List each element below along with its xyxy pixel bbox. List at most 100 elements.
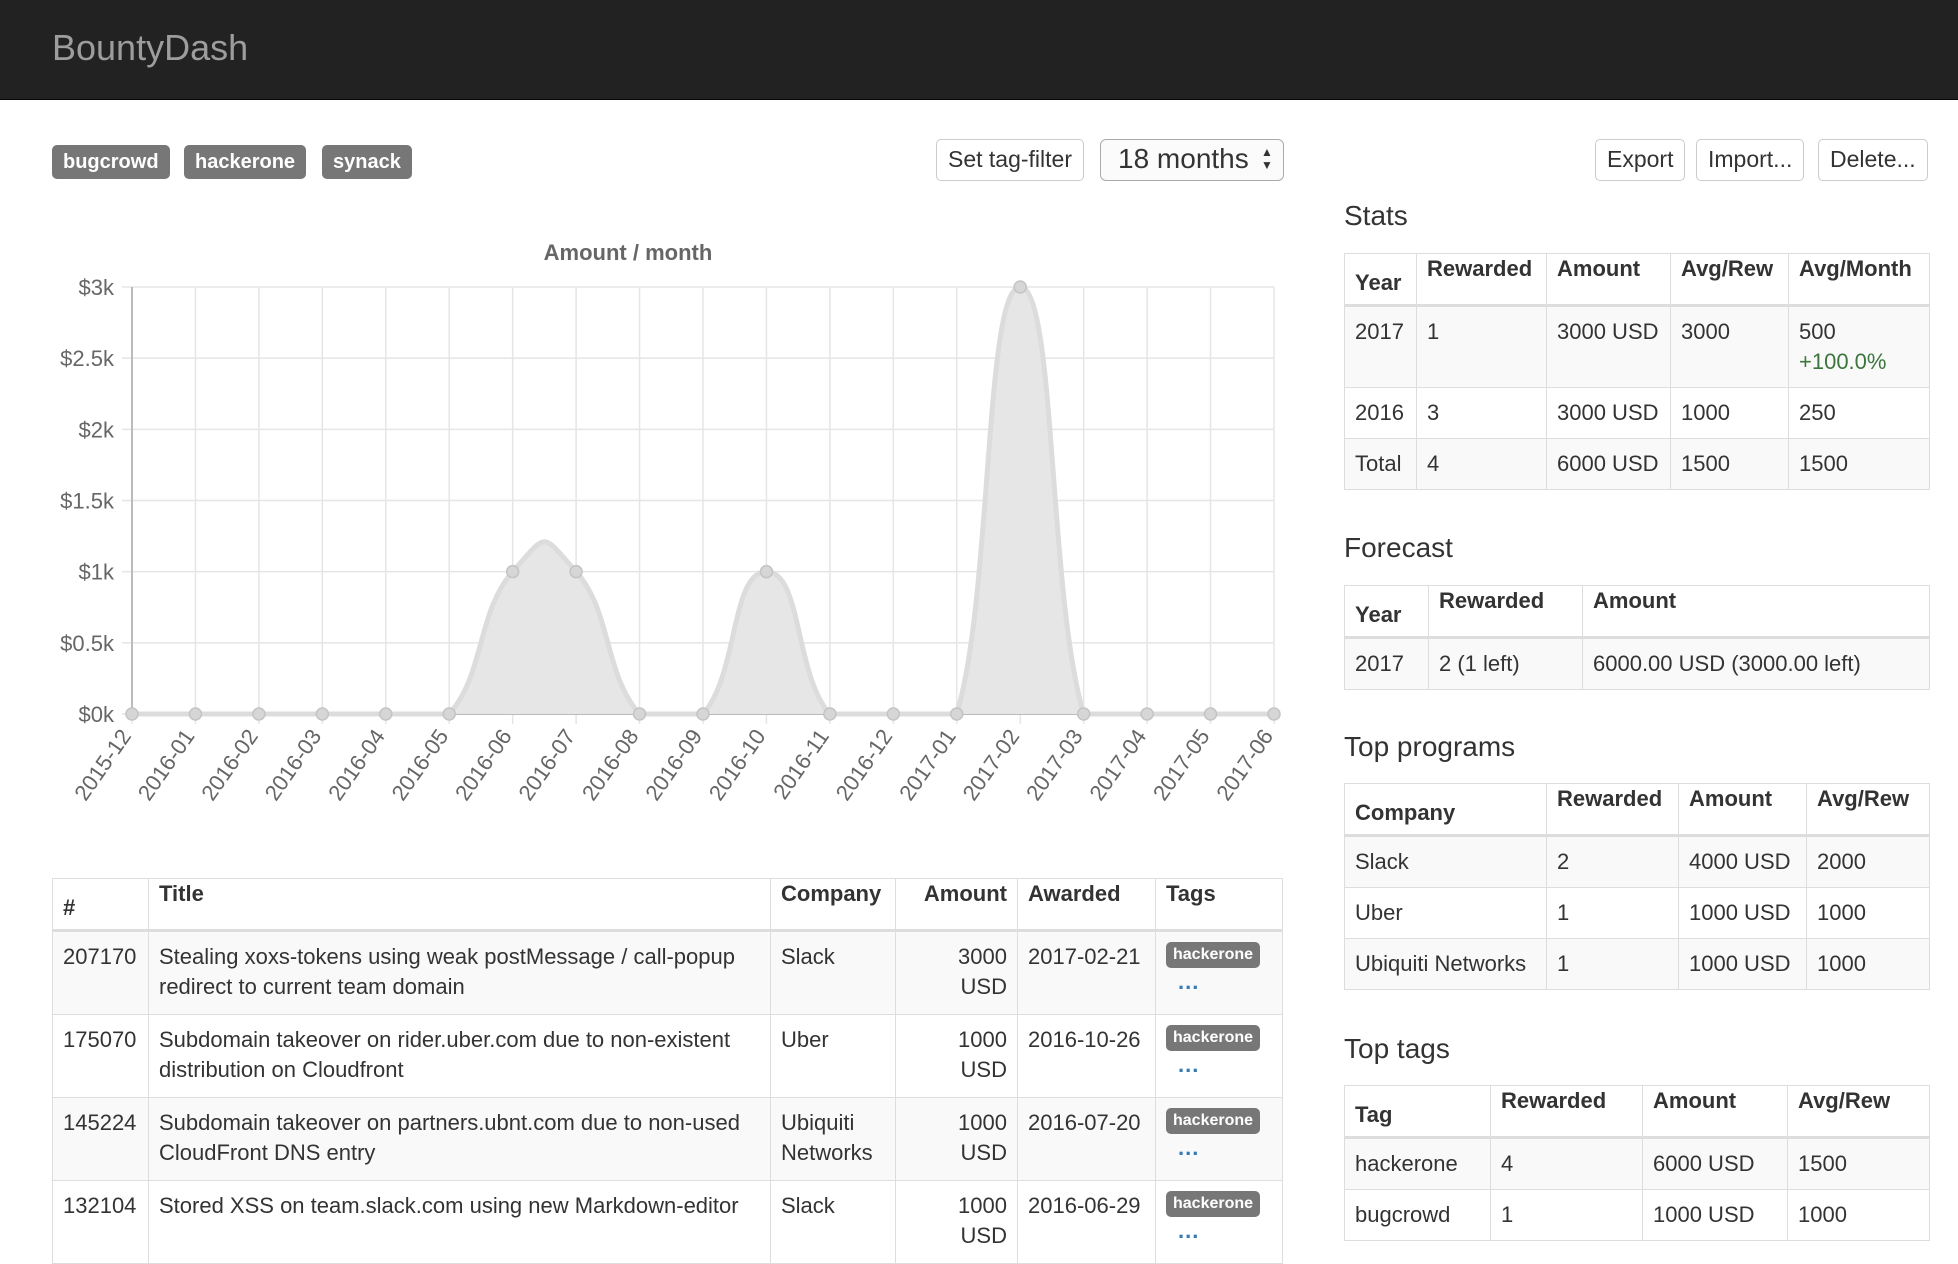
top-programs-heading: Top programs: [1344, 731, 1516, 762]
report-company: Slack: [770, 930, 896, 1015]
x-tick-label: 2017-03: [1021, 725, 1088, 805]
data-point: [442, 707, 456, 721]
brand-link[interactable]: BountyDash: [52, 27, 249, 68]
forecast-amount: 6000.00 USD (3000.00 left): [1582, 637, 1930, 690]
x-tick-label: 2016-10: [704, 725, 771, 805]
tag-amount: 1000 USD: [1642, 1189, 1788, 1241]
data-point: [252, 707, 266, 721]
report-tags: hackerone...: [1155, 1180, 1283, 1264]
table-row[interactable]: 132104 Stored XSS on team.slack.com using…: [52, 1180, 1283, 1264]
delete-button[interactable]: Delete...: [1818, 139, 1928, 181]
report-tag-badge[interactable]: hackerone: [1166, 942, 1261, 968]
x-tick-label: 2016-12: [831, 725, 898, 805]
report-company: Uber: [770, 1014, 896, 1098]
report-awarded: 2016-10-26: [1017, 1014, 1156, 1098]
program-amount: 4000 USD: [1678, 835, 1807, 888]
program-row: Ubiquiti Networks 1 1000 USD 1000: [1344, 938, 1930, 990]
stats-avg-rew: 1000: [1670, 387, 1789, 439]
report-tag-badge[interactable]: hackerone: [1166, 1108, 1261, 1134]
data-point: [315, 707, 330, 721]
program-avg-rew: 1000: [1806, 887, 1930, 939]
period-select-value: 18 months: [1118, 143, 1249, 174]
y-tick-label: $3k: [79, 275, 115, 300]
col-header-id[interactable]: #: [52, 878, 149, 932]
program-rewarded: 1: [1546, 887, 1679, 939]
period-select[interactable]: 18 months ▲ ▼: [1100, 139, 1284, 181]
export-button[interactable]: Export: [1595, 139, 1686, 181]
col-header-awarded[interactable]: Awarded: [1017, 878, 1156, 932]
stats-rewarded: 1: [1416, 305, 1547, 388]
x-tick-label: 2016-08: [577, 725, 644, 805]
report-tags: hackerone...: [1155, 1014, 1283, 1098]
report-id: 175070: [52, 1014, 149, 1098]
stats-change-positive: +100.0%: [1799, 349, 1887, 374]
tag-filter-hackerone[interactable]: hackerone: [184, 145, 307, 179]
report-company: Ubiquiti Networks: [770, 1097, 896, 1181]
data-point: [823, 707, 837, 721]
report-amount: 3000 USD: [895, 930, 1018, 1015]
data-point: [1267, 707, 1281, 721]
report-tag-badge[interactable]: hackerone: [1166, 1191, 1261, 1217]
stats-avg-month: 250: [1788, 387, 1930, 439]
stats-amount: 3000 USD: [1546, 387, 1671, 439]
col-header-tags[interactable]: Tags: [1155, 878, 1283, 932]
forecast-col-rewarded: Rewarded: [1428, 585, 1583, 639]
forecast-row: 2017 2 (1 left) 6000.00 USD (3000.00 lef…: [1344, 637, 1930, 690]
stats-col-year: Year: [1344, 253, 1417, 307]
x-tick-label: 2016-02: [196, 725, 263, 805]
table-row[interactable]: 145224 Subdomain takeover on partners.ubn…: [52, 1097, 1283, 1181]
data-point: [1140, 707, 1154, 721]
more-tags-link[interactable]: ...: [1178, 1135, 1200, 1160]
tag-name: hackerone: [1344, 1137, 1491, 1190]
more-tags-link[interactable]: ...: [1178, 1218, 1200, 1243]
more-tags-link[interactable]: ...: [1178, 1052, 1200, 1077]
tag-filter-synack[interactable]: synack: [322, 145, 412, 179]
stats-heading: Stats: [1344, 200, 1408, 231]
more-tags-link[interactable]: ...: [1178, 969, 1200, 994]
data-point: [950, 707, 964, 721]
x-tick-label: 2016-05: [387, 725, 454, 805]
navbar: BountyDash: [0, 0, 1958, 100]
forecast-heading: Forecast: [1344, 532, 1453, 563]
tag-avg-rew: 1000: [1787, 1189, 1930, 1241]
y-tick-label: $2k: [79, 417, 115, 442]
tags-col-avg-rew: Avg/Rew: [1787, 1085, 1930, 1139]
program-rewarded: 2: [1546, 835, 1679, 888]
program-avg-rew: 2000: [1806, 835, 1930, 888]
stats-avg-rew: 1500: [1670, 438, 1789, 490]
x-tick-label: 2016-07: [513, 725, 580, 805]
y-tick-label: $0.5k: [60, 631, 115, 656]
stats-row: 2017 1 3000 USD 3000 500 +100.0%: [1344, 305, 1930, 388]
report-id: 145224: [52, 1097, 149, 1181]
table-row[interactable]: 175070 Subdomain takeover on rider.uber.c…: [52, 1014, 1283, 1098]
report-id: 207170: [52, 930, 149, 1015]
y-tick-label: $1k: [79, 560, 115, 585]
x-tick-label: 2015-12: [69, 725, 136, 805]
forecast-col-amount: Amount: [1582, 585, 1930, 639]
stats-rewarded: 4: [1416, 438, 1547, 490]
stats-row: 2016 3 3000 USD 1000 250: [1344, 387, 1930, 439]
data-point: [886, 707, 901, 721]
program-row: Slack 2 4000 USD 2000: [1344, 835, 1930, 888]
y-tick-label: $0k: [79, 702, 115, 727]
col-header-company[interactable]: Company: [770, 878, 896, 932]
program-amount: 1000 USD: [1678, 887, 1807, 939]
forecast-rewarded: 2 (1 left): [1428, 637, 1583, 690]
programs-col-avg-rew: Avg/Rew: [1806, 783, 1930, 837]
programs-col-amount: Amount: [1678, 783, 1807, 837]
tags-col-amount: Amount: [1642, 1085, 1788, 1139]
col-header-amount[interactable]: Amount: [895, 878, 1018, 932]
stats-rewarded: 3: [1416, 387, 1547, 439]
stats-amount: 6000 USD: [1546, 438, 1671, 490]
x-tick-label: 2016-11: [768, 725, 834, 804]
forecast-col-year: Year: [1344, 585, 1429, 639]
set-tag-filter-button[interactable]: Set tag-filter: [936, 139, 1084, 181]
col-header-title[interactable]: Title: [148, 878, 771, 932]
import-button[interactable]: Import...: [1696, 139, 1805, 181]
report-tag-badge[interactable]: hackerone: [1166, 1025, 1261, 1051]
table-row[interactable]: 207170 Stealing xoxs-tokens using weak po…: [52, 930, 1283, 1015]
top-tags-table: Tag Rewarded Amount Avg/Rew hackerone 4 …: [1344, 1085, 1930, 1241]
tag-filter-bugcrowd[interactable]: bugcrowd: [52, 145, 170, 179]
report-amount: 1000 USD: [895, 1097, 1018, 1181]
stats-row: Total 4 6000 USD 1500 1500: [1344, 438, 1930, 490]
